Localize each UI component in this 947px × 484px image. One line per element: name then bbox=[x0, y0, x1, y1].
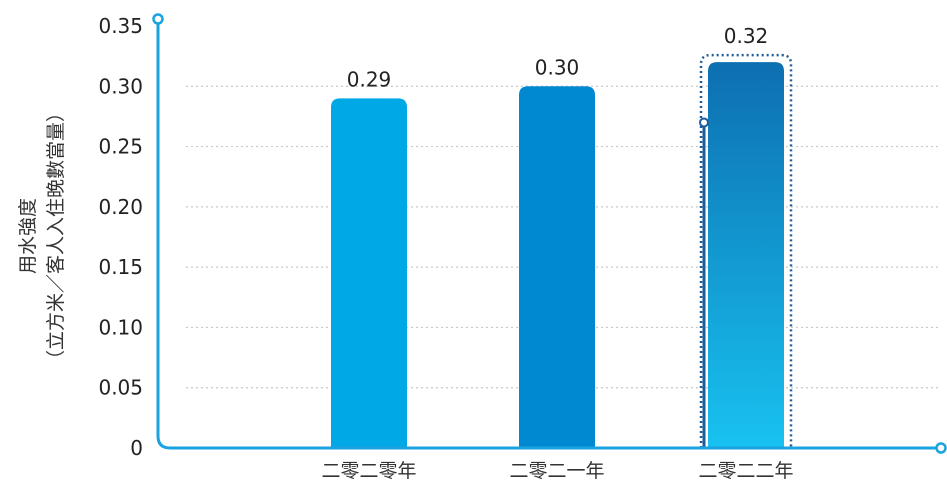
y-axis-label-line1: 用水強度 bbox=[17, 198, 39, 274]
data-label: 0.29 bbox=[347, 67, 392, 91]
highlight-outline bbox=[699, 53, 793, 448]
x-category-label: 二零二二年 bbox=[698, 460, 793, 482]
axis-line bbox=[156, 19, 940, 450]
y-tick-label: 0.25 bbox=[98, 135, 143, 159]
bar-1 bbox=[331, 98, 407, 448]
labels: 0.29 二零二零年 0.30 二零二一年 0.32 二零二二年 bbox=[321, 24, 793, 482]
y-tick-label: 0.15 bbox=[98, 255, 143, 279]
y-axis-end-dot bbox=[152, 13, 164, 25]
bar-2 bbox=[519, 86, 595, 449]
y-tick-label: 0.20 bbox=[98, 195, 143, 219]
bars bbox=[331, 53, 793, 449]
y-tick-label: 0 bbox=[130, 436, 143, 460]
y-axis-ticks: 0 0.05 0.10 0.15 0.20 0.25 0.30 0.35 bbox=[98, 14, 143, 460]
highlight-marker-dot bbox=[699, 117, 709, 128]
data-label: 0.32 bbox=[724, 24, 769, 48]
axes bbox=[152, 13, 947, 454]
y-tick-label: 0.05 bbox=[98, 376, 143, 400]
x-axis-end-dot bbox=[935, 442, 947, 454]
y-tick-label: 0.30 bbox=[98, 74, 143, 98]
x-category-label: 二零二零年 bbox=[321, 460, 416, 482]
data-label: 0.30 bbox=[535, 55, 580, 79]
bar-3 bbox=[708, 62, 784, 449]
y-tick-label: 0.10 bbox=[98, 315, 143, 339]
y-tick-label: 0.35 bbox=[98, 14, 143, 38]
y-axis-label-line2: （立方米／客人入住晚數當量） bbox=[45, 103, 67, 369]
x-category-label: 二零二一年 bbox=[509, 460, 604, 482]
